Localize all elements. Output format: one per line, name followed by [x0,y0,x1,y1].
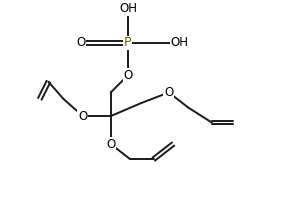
Text: O: O [164,86,173,99]
Text: O: O [123,69,133,82]
Text: O: O [78,110,88,123]
Text: O: O [106,138,115,150]
Text: OH: OH [170,37,188,49]
Text: P: P [124,37,132,49]
Text: OH: OH [119,2,137,15]
Text: O: O [76,37,85,49]
